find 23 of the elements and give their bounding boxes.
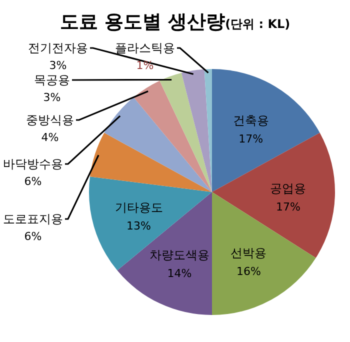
data-label: 1%	[136, 59, 154, 72]
data-label: 6%	[24, 175, 42, 188]
slice-label: 선박용	[230, 246, 267, 260]
data-label: 6%	[24, 230, 42, 243]
slice-label: 전기전자용	[28, 41, 88, 55]
data-label: 13%	[126, 219, 151, 232]
data-label: 17%	[238, 132, 264, 146]
data-label: 17%	[276, 200, 300, 214]
slice-label: 건축용	[232, 113, 269, 128]
data-label: 3%	[49, 59, 67, 72]
slice-label: 도로표지용	[3, 212, 63, 226]
slice-label: 기타용도	[114, 200, 163, 214]
slice-label: 차량도색용	[150, 248, 210, 262]
title: 도료 용도별 생산량(단위 : KL)	[60, 11, 290, 33]
slice-label: 플라스틱용	[115, 41, 175, 55]
data-label: 3%	[43, 91, 61, 104]
data-label: 14%	[167, 267, 192, 280]
slice-label: 중방식용	[26, 113, 74, 127]
data-label: 4%	[41, 131, 59, 144]
slice-label: 바닥방수용	[3, 157, 63, 171]
slice-label: 공업용	[270, 181, 306, 196]
slice-label: 목공용	[34, 73, 70, 87]
data-label: 16%	[236, 264, 261, 278]
